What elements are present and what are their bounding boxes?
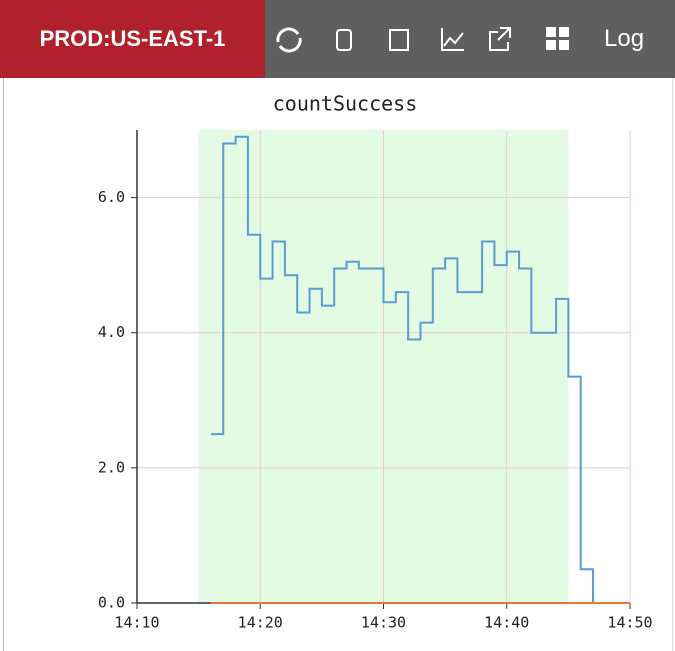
environment-label: PROD:US-EAST-1 <box>0 0 265 78</box>
log-button[interactable]: Log <box>604 25 645 52</box>
grid-icon[interactable] <box>546 27 569 50</box>
refresh-icon[interactable] <box>276 27 302 53</box>
x-tick-label: 14:10 <box>114 614 159 632</box>
chart-title: countSuccess <box>273 92 418 116</box>
y-tick-label: 2.0 <box>98 458 125 476</box>
series-line <box>210 135 595 603</box>
share-icon[interactable] <box>336 29 352 51</box>
x-tick-label: 14:50 <box>607 614 652 632</box>
y-tick-label: 4.0 <box>98 323 125 341</box>
x-tick-label: 14:20 <box>238 614 283 632</box>
x-tick-label: 14:30 <box>361 614 406 632</box>
y-tick-label: 6.0 <box>98 188 125 206</box>
toolbar: PROD:US-EAST-1 Log <box>0 0 675 78</box>
x-tick-label: 14:40 <box>484 614 529 632</box>
chart-panel <box>3 78 673 651</box>
toolbar-icons <box>276 27 569 53</box>
y-tick-label: 0.0 <box>98 594 125 612</box>
open-icon[interactable] <box>489 27 511 51</box>
chart-icon[interactable] <box>441 28 464 51</box>
report-icon[interactable] <box>389 29 409 51</box>
